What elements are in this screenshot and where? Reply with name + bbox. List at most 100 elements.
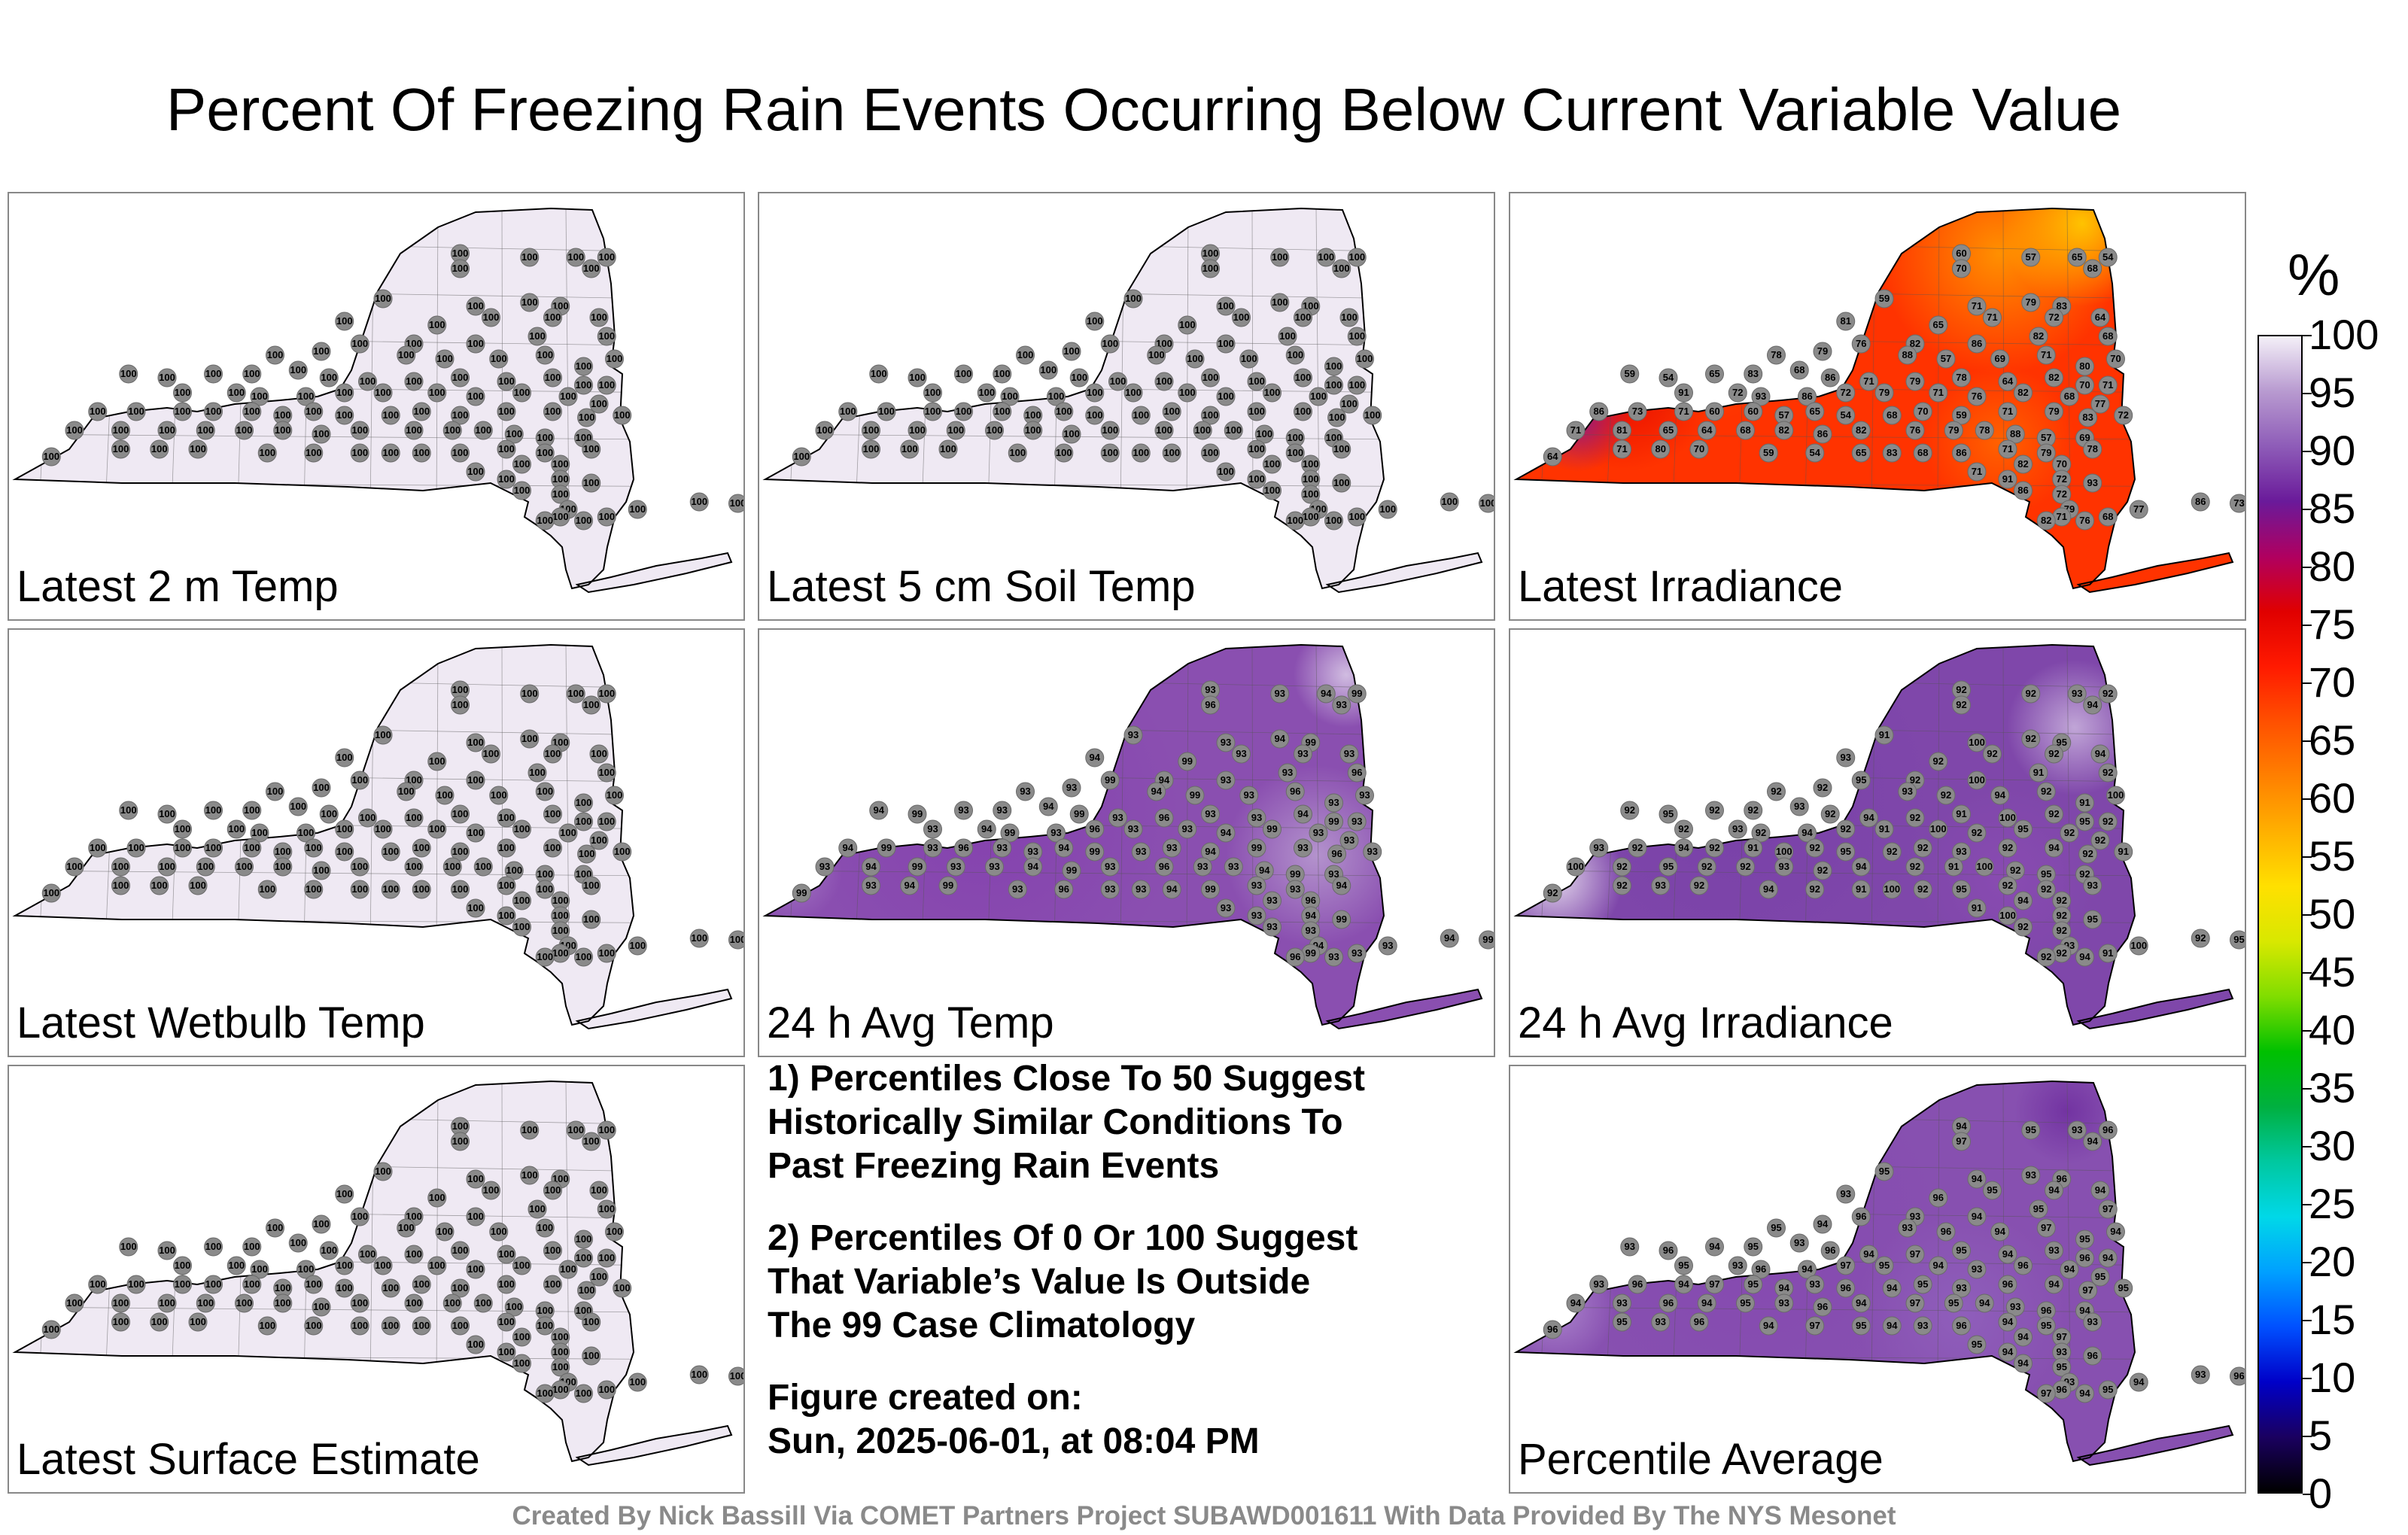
station-value: 100	[398, 349, 415, 360]
station-value: 100	[514, 485, 531, 496]
station-marker	[923, 838, 942, 858]
station-marker	[1543, 447, 1562, 467]
station-value: 100	[498, 880, 515, 891]
station-value: 100	[1364, 409, 1381, 421]
station-marker	[1023, 857, 1043, 877]
station-value: 100	[1326, 432, 1342, 443]
station-value: 100	[205, 406, 222, 417]
station-marker	[1905, 1293, 1925, 1313]
station-value: 100	[467, 466, 484, 477]
station-value: 94	[1887, 1282, 1898, 1293]
station-marker	[1054, 838, 1074, 858]
station-marker	[1178, 819, 1197, 839]
station-value: 100	[321, 1245, 337, 1256]
station-value: 100	[351, 861, 368, 872]
station-marker	[1613, 1293, 1631, 1313]
station-value: 93	[1972, 1263, 1982, 1275]
station-value: 100	[452, 808, 469, 819]
station-value: 92	[2102, 767, 2113, 778]
station-marker	[88, 838, 108, 858]
station-marker	[1944, 1293, 1963, 1313]
station-marker	[126, 402, 146, 421]
station-marker	[466, 1335, 485, 1354]
station-value: 100	[529, 767, 546, 778]
station-marker	[1913, 838, 1932, 858]
station-value: 94	[1028, 861, 1039, 872]
station-value: 100	[1264, 458, 1281, 470]
station-value: 64	[1701, 424, 1713, 436]
station-marker	[1820, 368, 1840, 388]
station-marker	[1689, 876, 1709, 895]
station-value: 100	[514, 1357, 531, 1369]
station-marker	[535, 947, 555, 967]
map-panel-soil-temp: 100 100 100 100 100 100 100 100 100 100 100 100 100 1…	[758, 192, 1495, 621]
station-marker	[111, 857, 130, 877]
station-value: 100	[863, 443, 880, 454]
station-value: 100	[1218, 338, 1234, 349]
station-value: 100	[351, 1211, 368, 1222]
station-marker	[1270, 293, 1290, 312]
station-marker	[946, 857, 965, 877]
station-value: 94	[1306, 910, 1317, 921]
station-value: 92	[2102, 688, 2113, 699]
station-marker	[173, 383, 192, 403]
station-value: 96	[1159, 812, 1169, 823]
station-value: 99	[1336, 913, 1347, 925]
station-value: 100	[878, 406, 895, 417]
station-value: 94	[1297, 808, 1309, 819]
station-marker	[1263, 819, 1282, 839]
station-value: 100	[1264, 485, 1281, 496]
station-value: 100	[452, 1245, 469, 1256]
station-value: 100	[1329, 412, 1345, 423]
station-marker	[2036, 947, 2056, 967]
station-marker	[1998, 1275, 2017, 1294]
station-value: 95	[1956, 883, 1966, 895]
station-marker	[566, 1120, 585, 1140]
station-marker	[1697, 857, 1716, 877]
station-value: 93	[1756, 391, 1766, 402]
station-marker	[2052, 485, 2072, 504]
station-marker	[1263, 891, 1282, 910]
station-value: 99	[1306, 947, 1316, 959]
station-value: 93	[1028, 846, 1038, 857]
station-marker	[1952, 1316, 1971, 1336]
station-value: 100	[382, 883, 399, 895]
colorbar-tick-mark	[2303, 1320, 2312, 1321]
station-value: 92	[1972, 827, 1982, 838]
station-marker	[312, 861, 331, 880]
station-value: 79	[1910, 375, 1920, 387]
station-value: 100	[151, 443, 168, 454]
station-marker	[792, 883, 811, 903]
station-marker	[2075, 1384, 2094, 1403]
station-value: 93	[2057, 1346, 2067, 1357]
station-marker	[2021, 684, 2041, 704]
station-value: 97	[1810, 1320, 1820, 1331]
station-value: 100	[290, 801, 306, 812]
station-value: 96	[1956, 1320, 1966, 1331]
station-marker	[381, 1316, 400, 1336]
station-marker	[497, 1245, 516, 1264]
station-marker	[2045, 838, 2063, 858]
station-value: 97	[2057, 1331, 2067, 1342]
station-value: 100	[521, 1169, 538, 1181]
station-marker	[350, 1207, 369, 1226]
station-marker	[1744, 801, 1763, 820]
station-marker	[1201, 259, 1220, 278]
station-value: 71	[2041, 349, 2051, 360]
station-value: 71	[1987, 312, 1997, 323]
station-marker	[2083, 1132, 2102, 1151]
figure-created-note: Figure created on: Sun, 2025-06-01, at 0…	[768, 1378, 1260, 1461]
station-marker	[1998, 838, 2017, 858]
station-value: 100	[598, 379, 615, 391]
station-marker	[1254, 861, 1274, 880]
station-value: 100	[498, 842, 515, 853]
station-value: 100	[151, 880, 168, 891]
station-marker	[312, 778, 331, 798]
station-value: 92	[2195, 932, 2206, 944]
colorbar-tick-mark	[2303, 740, 2312, 742]
colorbar-tick-mark	[2303, 798, 2312, 800]
station-marker	[111, 421, 130, 440]
station-value: 94	[2087, 1135, 2099, 1147]
station-value: 86	[2017, 485, 2028, 496]
station-marker	[728, 1366, 743, 1386]
